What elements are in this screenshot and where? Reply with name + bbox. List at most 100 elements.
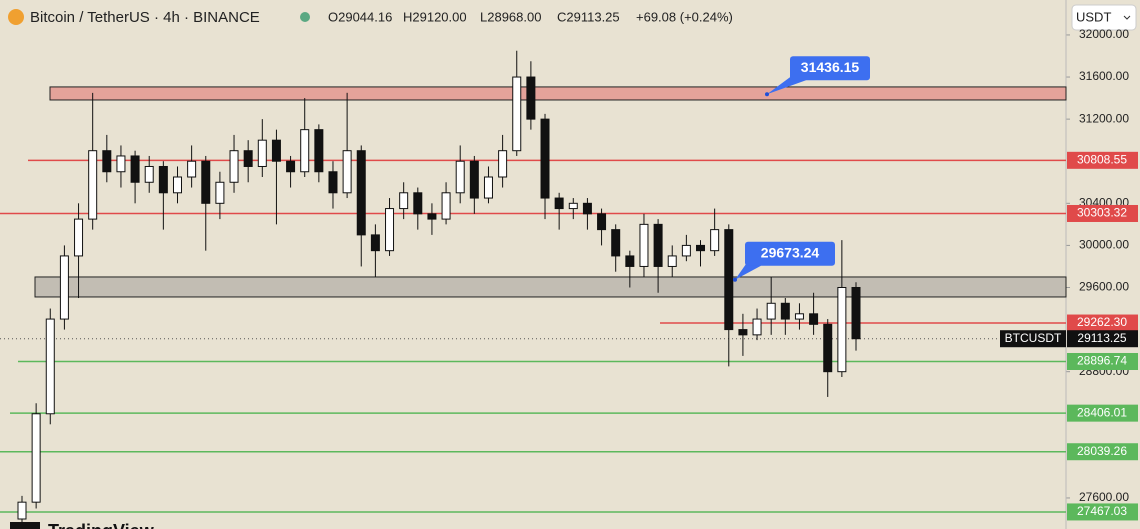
- symbol-label: BTCUSDT: [1005, 331, 1062, 345]
- watermark: TradingView: [48, 521, 155, 529]
- candle-body: [31, 413, 41, 503]
- status-dot: [300, 12, 310, 22]
- level-label-box: [1067, 353, 1138, 371]
- candle-body: [568, 202, 578, 210]
- candle-body: [144, 165, 154, 183]
- candle-body: [780, 302, 790, 320]
- candle-body: [837, 286, 847, 373]
- candle-body: [74, 218, 84, 257]
- symbol-logo: [8, 9, 24, 25]
- watermark-logo: [10, 522, 40, 529]
- ohlc-value: O29044.16: [328, 9, 392, 24]
- level-label: 30303.32: [1077, 206, 1127, 220]
- candle-body: [229, 150, 239, 183]
- level-label: 27467.03: [1077, 504, 1127, 518]
- candle-body: [356, 150, 366, 236]
- candle-body: [286, 160, 296, 173]
- candle-body: [271, 139, 281, 162]
- candle-body: [696, 244, 706, 252]
- candle-body: [342, 150, 352, 194]
- candle-body: [611, 229, 621, 257]
- callout-label: 29673.24: [761, 244, 820, 260]
- currency-label[interactable]: USDT: [1076, 9, 1111, 24]
- candle-body: [215, 181, 225, 204]
- candle-body: [455, 160, 465, 194]
- candle-body: [413, 192, 423, 215]
- candle-body: [300, 129, 310, 173]
- level-label-box: [1067, 404, 1138, 422]
- level-label-box: [1067, 503, 1138, 521]
- candle-body: [102, 150, 112, 173]
- candle-body: [653, 223, 663, 267]
- candle-body: [17, 501, 27, 520]
- candle-body: [498, 150, 508, 178]
- candle-body: [427, 213, 437, 220]
- candle-body: [823, 323, 833, 373]
- candle-body: [201, 160, 211, 204]
- candle-body: [116, 155, 126, 173]
- callout-anchor: [765, 92, 769, 97]
- candle-body: [766, 302, 776, 320]
- chevron[interactable]: [1123, 15, 1131, 20]
- candle-body: [441, 192, 451, 220]
- callout-anchor: [733, 277, 737, 282]
- candle-body: [724, 229, 734, 331]
- ohlc-value: C29113.25: [557, 9, 620, 24]
- level-label: 29262.30: [1077, 315, 1127, 329]
- candle-body: [540, 118, 550, 199]
- candle-body: [469, 160, 479, 199]
- candle-body: [809, 313, 819, 325]
- ohlc-value: H29120.00: [403, 9, 467, 24]
- symbol-title: Bitcoin / TetherUS · 4h · BINANCE: [30, 9, 260, 26]
- level-label: 30808.55: [1077, 152, 1127, 166]
- level-label-box: [1067, 151, 1138, 169]
- level-label: 28039.26: [1077, 444, 1127, 458]
- candle-body: [667, 255, 677, 267]
- level-label-box: [1067, 443, 1138, 461]
- callout-label: 31436.15: [801, 59, 860, 75]
- candle-body: [399, 192, 409, 210]
- level-label: 28896.74: [1077, 354, 1127, 368]
- candle-body: [738, 329, 748, 336]
- y-tick-label: 27600.00: [1079, 490, 1129, 504]
- zone: [49, 86, 1067, 101]
- dropdown[interactable]: USDT: [1071, 4, 1137, 31]
- candle-body: [639, 223, 649, 267]
- candle-body: [314, 129, 324, 173]
- candle-body: [851, 286, 861, 340]
- candle-body: [483, 176, 493, 199]
- candle-body: [794, 313, 804, 320]
- y-tick-label: 31200.00: [1079, 111, 1129, 125]
- candle-body: [625, 255, 635, 267]
- callout-box: [790, 56, 870, 81]
- candle-body: [597, 213, 607, 231]
- candle-body: [385, 208, 395, 252]
- currency-select[interactable]: [1071, 4, 1137, 31]
- candle-body: [554, 197, 564, 210]
- candle-body: [243, 150, 253, 167]
- candle-body: [158, 165, 168, 194]
- candle-body: [512, 76, 522, 152]
- y-tick-label: 30000.00: [1079, 238, 1129, 252]
- ohlc-value: +69.08 (+0.24%): [636, 9, 733, 24]
- candle-body: [130, 155, 140, 183]
- candle-body: [752, 318, 762, 336]
- candle-body: [526, 76, 536, 120]
- candle-body: [681, 244, 691, 257]
- level-label: 28406.01: [1077, 405, 1127, 419]
- symbol-label-box: [1000, 330, 1066, 348]
- candle-body: [88, 150, 98, 220]
- last-price-label: 29113.25: [1077, 331, 1126, 345]
- candle-body: [328, 171, 338, 194]
- y-tick-label: 32000.00: [1079, 27, 1129, 41]
- candle-body: [710, 229, 720, 252]
- candle-body: [582, 202, 592, 215]
- y-tick-label: 29600.00: [1079, 280, 1129, 294]
- candle-body: [257, 139, 267, 167]
- y-tick-label: 31600.00: [1079, 69, 1129, 83]
- candle-body: [370, 234, 380, 252]
- level-label-box: [1067, 204, 1138, 222]
